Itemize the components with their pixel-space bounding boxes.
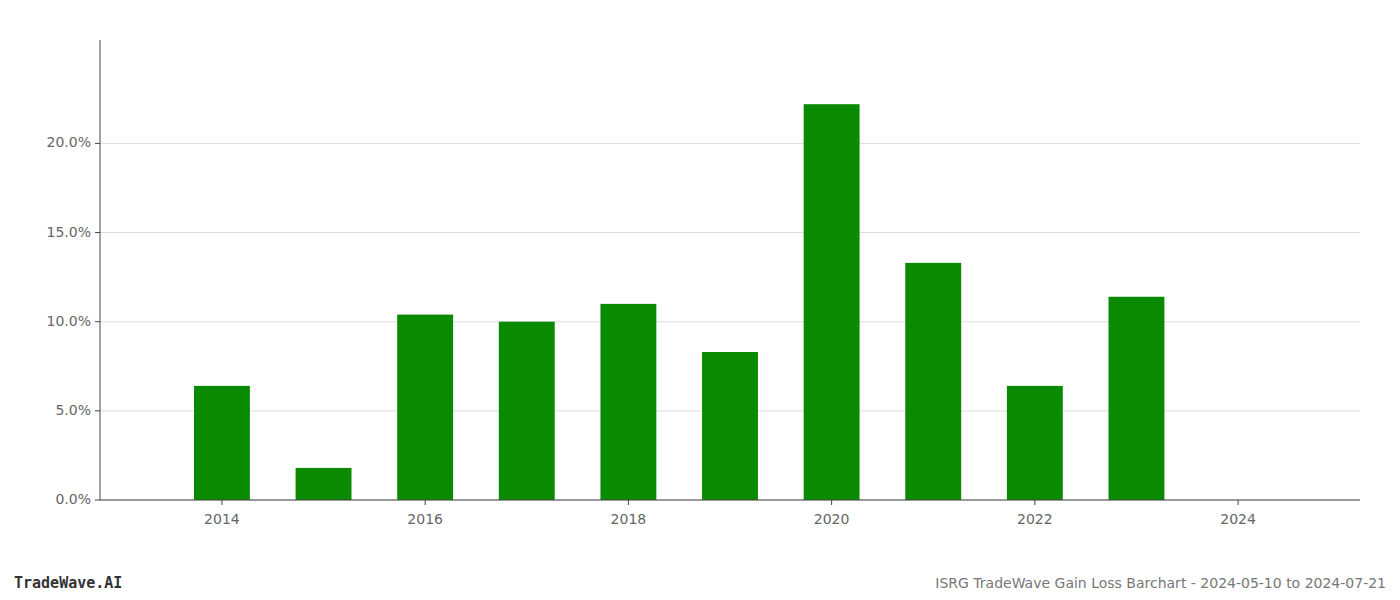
watermark: TradeWave.AI xyxy=(14,574,122,592)
y-tick-label: 5.0% xyxy=(55,402,91,418)
y-tick xyxy=(95,321,100,322)
x-axis: 2014 2016 2018 2020 2022 2024 xyxy=(204,500,1256,527)
bar xyxy=(397,315,453,500)
grid xyxy=(100,143,1360,500)
grid-line xyxy=(100,321,1360,322)
bar xyxy=(1007,386,1063,500)
bar xyxy=(296,468,352,500)
x-axis-line xyxy=(100,500,1360,501)
x-tick-label: 2022 xyxy=(1017,511,1053,527)
grid-line xyxy=(100,143,1360,144)
chart: 0.0%5.0%10.0%15.0%20.0%20142016201820202… xyxy=(0,0,1400,600)
x-tick-label: 2020 xyxy=(814,511,850,527)
x-tick xyxy=(1238,500,1239,505)
bars xyxy=(194,104,1164,500)
bar xyxy=(905,263,961,500)
bar xyxy=(600,304,656,500)
y-tick xyxy=(95,500,100,501)
x-tick xyxy=(831,500,832,505)
x-tick xyxy=(425,500,426,505)
x-tick xyxy=(221,500,222,505)
grid-line xyxy=(100,500,1360,501)
x-tick xyxy=(1034,500,1035,505)
bar xyxy=(702,352,758,500)
title: ISRG TradeWave Gain Loss Barchart - 2024… xyxy=(935,575,1386,591)
bar xyxy=(804,104,860,500)
y-tick-label: 20.0% xyxy=(47,134,91,150)
y-tick xyxy=(95,410,100,411)
bar xyxy=(499,322,555,500)
bar xyxy=(1109,297,1165,500)
y-tick-label: 15.0% xyxy=(47,224,91,240)
y-tick-label: 0.0% xyxy=(55,491,91,507)
grid-line xyxy=(100,232,1360,233)
bar xyxy=(194,386,250,500)
y-tick xyxy=(95,232,100,233)
y-tick-label: 10.0% xyxy=(47,313,91,329)
y-tick xyxy=(95,143,100,144)
x-tick-label: 2024 xyxy=(1220,511,1256,527)
y-axis-line xyxy=(100,40,101,500)
y-axis: 0.0% 5.0% 10.0% 15.0% 20.0% xyxy=(47,134,100,507)
x-tick-label: 2016 xyxy=(407,511,443,527)
x-tick-label: 2018 xyxy=(611,511,647,527)
x-tick xyxy=(628,500,629,505)
x-tick-label: 2014 xyxy=(204,511,240,527)
